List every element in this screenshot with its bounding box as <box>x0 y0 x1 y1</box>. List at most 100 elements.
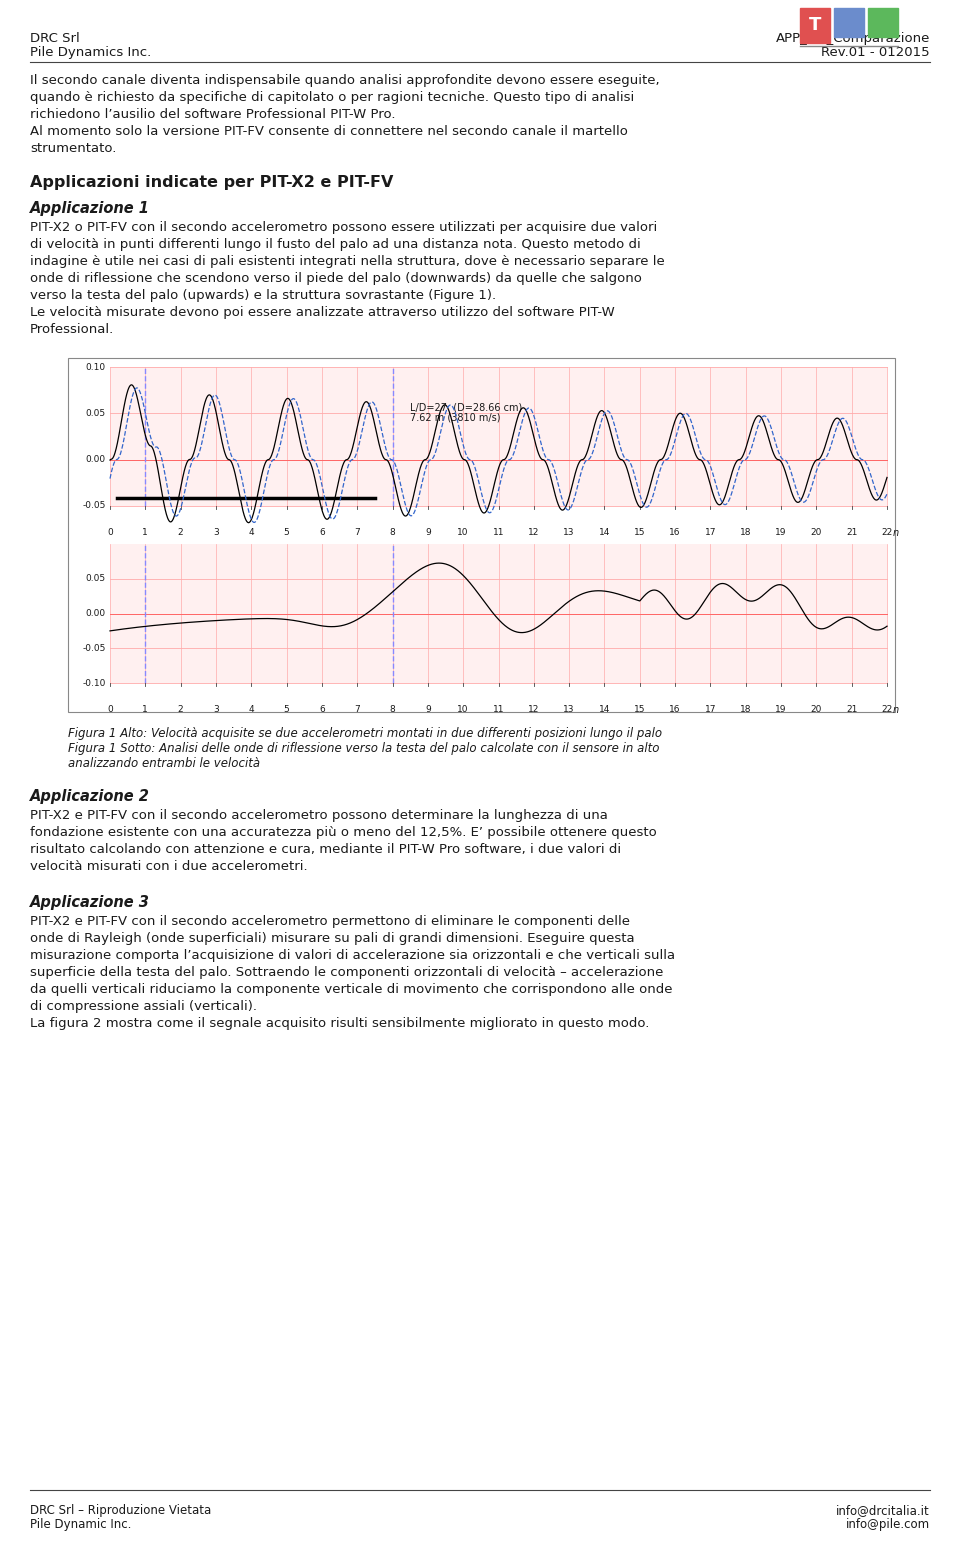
Text: APP_PIT_Comparazione: APP_PIT_Comparazione <box>776 33 930 45</box>
Text: da quelli verticali riduciamo la componente verticale di movimento che corrispon: da quelli verticali riduciamo la compone… <box>30 984 673 996</box>
Text: info@pile.com: info@pile.com <box>846 1518 930 1531</box>
Text: n: n <box>893 706 900 715</box>
Text: 9: 9 <box>425 706 431 713</box>
Text: analizzando entrambi le velocità: analizzando entrambi le velocità <box>68 757 260 769</box>
Text: quando è richiesto da specifiche di capitolato o per ragioni tecniche. Questo ti: quando è richiesto da specifiche di capi… <box>30 92 635 104</box>
Text: Il secondo canale diventa indispensabile quando analisi approfondite devono esse: Il secondo canale diventa indispensabile… <box>30 75 660 87</box>
Text: n: n <box>893 528 900 538</box>
Text: 11: 11 <box>492 706 504 713</box>
Text: strumentato.: strumentato. <box>30 141 116 155</box>
Text: T: T <box>809 17 821 34</box>
Text: misurazione comporta l’acquisizione di valori di accelerazione sia orizzontali e: misurazione comporta l’acquisizione di v… <box>30 949 675 962</box>
Text: 2: 2 <box>178 528 183 538</box>
Text: 18: 18 <box>740 706 752 713</box>
Text: 10: 10 <box>457 706 468 713</box>
Text: 5: 5 <box>284 528 290 538</box>
Text: -0.05: -0.05 <box>83 643 106 653</box>
Text: 13: 13 <box>564 528 575 538</box>
Text: 16: 16 <box>669 528 681 538</box>
Text: velocità misurati con i due accelerometri.: velocità misurati con i due accelerometr… <box>30 859 307 873</box>
Text: Pile Dynamic Inc.: Pile Dynamic Inc. <box>30 1518 132 1531</box>
Text: Applicazioni indicate per PIT-X2 e PIT-FV: Applicazioni indicate per PIT-X2 e PIT-F… <box>30 176 394 190</box>
Text: L/D=27  (D=28.66 cm): L/D=27 (D=28.66 cm) <box>410 402 522 412</box>
Text: 14: 14 <box>599 706 611 713</box>
Text: 1: 1 <box>142 528 148 538</box>
Text: 8: 8 <box>390 528 396 538</box>
Text: 15: 15 <box>634 528 645 538</box>
Bar <box>868 8 898 37</box>
Text: 9: 9 <box>425 528 431 538</box>
Text: PIT-X2 e PIT-FV con il secondo accelerometro permettono di eliminare le componen: PIT-X2 e PIT-FV con il secondo accelerom… <box>30 915 630 928</box>
Text: PIT-X2 e PIT-FV con il secondo accelerometro possono determinare la lunghezza di: PIT-X2 e PIT-FV con il secondo accelerom… <box>30 810 608 822</box>
Bar <box>68 357 895 712</box>
Text: Le velocità misurate devono poi essere analizzate attraverso utilizzo del softwa: Le velocità misurate devono poi essere a… <box>30 306 614 319</box>
Text: 20: 20 <box>810 706 822 713</box>
Text: 0.00: 0.00 <box>85 609 106 618</box>
Text: risultato calcolando con attenzione e cura, mediante il PIT-W Pro software, i du: risultato calcolando con attenzione e cu… <box>30 842 621 856</box>
Text: 6: 6 <box>319 528 324 538</box>
Text: 18: 18 <box>740 528 752 538</box>
Bar <box>800 8 830 44</box>
Bar <box>110 544 887 684</box>
Text: 10: 10 <box>457 528 468 538</box>
Text: 16: 16 <box>669 706 681 713</box>
Text: di velocità in punti differenti lungo il fusto del palo ad una distanza nota. Qu: di velocità in punti differenti lungo il… <box>30 238 640 252</box>
Text: Al momento solo la versione PIT-FV consente di connettere nel secondo canale il : Al momento solo la versione PIT-FV conse… <box>30 124 628 138</box>
Text: 0.05: 0.05 <box>85 575 106 583</box>
Text: 4: 4 <box>249 706 254 713</box>
Bar <box>834 8 864 37</box>
Text: 5: 5 <box>284 706 290 713</box>
Text: 0.05: 0.05 <box>85 409 106 418</box>
Text: 14: 14 <box>599 528 611 538</box>
Text: onde di Rayleigh (onde superficiali) misurare su pali di grandi dimensioni. Eseg: onde di Rayleigh (onde superficiali) mis… <box>30 932 635 945</box>
Text: 20: 20 <box>810 528 822 538</box>
Text: 3: 3 <box>213 528 219 538</box>
Text: DRC Srl: DRC Srl <box>30 33 80 45</box>
Bar <box>110 367 887 507</box>
Text: Figura 1 Alto: Velocità acquisite se due accelerometri montati in due differenti: Figura 1 Alto: Velocità acquisite se due… <box>68 727 662 740</box>
Text: 0: 0 <box>108 528 113 538</box>
Text: superficie della testa del palo. Sottraendo le componenti orizzontali di velocit: superficie della testa del palo. Sottrae… <box>30 967 663 979</box>
Text: di compressione assiali (verticali).: di compressione assiali (verticali). <box>30 1001 257 1013</box>
Text: 12: 12 <box>528 528 540 538</box>
Text: 6: 6 <box>319 706 324 713</box>
Text: 7.62 m (3810 m/s): 7.62 m (3810 m/s) <box>410 412 501 423</box>
Text: 17: 17 <box>705 706 716 713</box>
Text: La figura 2 mostra come il segnale acquisito risulti sensibilmente migliorato in: La figura 2 mostra come il segnale acqui… <box>30 1016 649 1030</box>
Text: 0: 0 <box>108 706 113 713</box>
Text: 1: 1 <box>142 706 148 713</box>
Text: -0.05: -0.05 <box>83 502 106 511</box>
Text: 13: 13 <box>564 706 575 713</box>
Text: 7: 7 <box>354 528 360 538</box>
Text: -0.10: -0.10 <box>83 679 106 687</box>
Text: 21: 21 <box>846 706 857 713</box>
Text: 8: 8 <box>390 706 396 713</box>
Text: DRC Srl – Riproduzione Vietata: DRC Srl – Riproduzione Vietata <box>30 1504 211 1517</box>
Text: 22: 22 <box>881 528 893 538</box>
Text: 11: 11 <box>492 528 504 538</box>
Text: Applicazione 1: Applicazione 1 <box>30 200 150 216</box>
Text: Applicazione 2: Applicazione 2 <box>30 789 150 803</box>
Text: onde di riflessione che scendono verso il piede del palo (downwards) da quelle c: onde di riflessione che scendono verso i… <box>30 272 642 284</box>
Text: 12: 12 <box>528 706 540 713</box>
Text: Professional.: Professional. <box>30 323 114 336</box>
Text: 7: 7 <box>354 706 360 713</box>
Text: 19: 19 <box>776 528 787 538</box>
Text: Rev.01 - 012015: Rev.01 - 012015 <box>822 47 930 59</box>
Text: info@drcitalia.it: info@drcitalia.it <box>836 1504 930 1517</box>
Text: 22: 22 <box>881 706 893 713</box>
Text: richiedono l’ausilio del software Professional PIT-W Pro.: richiedono l’ausilio del software Profes… <box>30 107 396 121</box>
Text: PIT-X2 o PIT-FV con il secondo accelerometro possono essere utilizzati per acqui: PIT-X2 o PIT-FV con il secondo accelerom… <box>30 221 658 235</box>
Text: 21: 21 <box>846 528 857 538</box>
Text: 0.10: 0.10 <box>85 362 106 371</box>
Text: verso la testa del palo (upwards) e la struttura sovrastante (Figure 1).: verso la testa del palo (upwards) e la s… <box>30 289 496 301</box>
Text: Figura 1 Sotto: Analisi delle onde di riflessione verso la testa del palo calcol: Figura 1 Sotto: Analisi delle onde di ri… <box>68 741 660 755</box>
Text: indagine è utile nei casi di pali esistenti integrati nella struttura, dove è ne: indagine è utile nei casi di pali esiste… <box>30 255 664 267</box>
Text: 17: 17 <box>705 528 716 538</box>
Text: 3: 3 <box>213 706 219 713</box>
Text: 2: 2 <box>178 706 183 713</box>
Text: 4: 4 <box>249 528 254 538</box>
Text: Applicazione 3: Applicazione 3 <box>30 895 150 911</box>
Text: 15: 15 <box>634 706 645 713</box>
Text: fondazione esistente con una accuratezza più o meno del 12,5%. E’ possibile otte: fondazione esistente con una accuratezza… <box>30 827 657 839</box>
